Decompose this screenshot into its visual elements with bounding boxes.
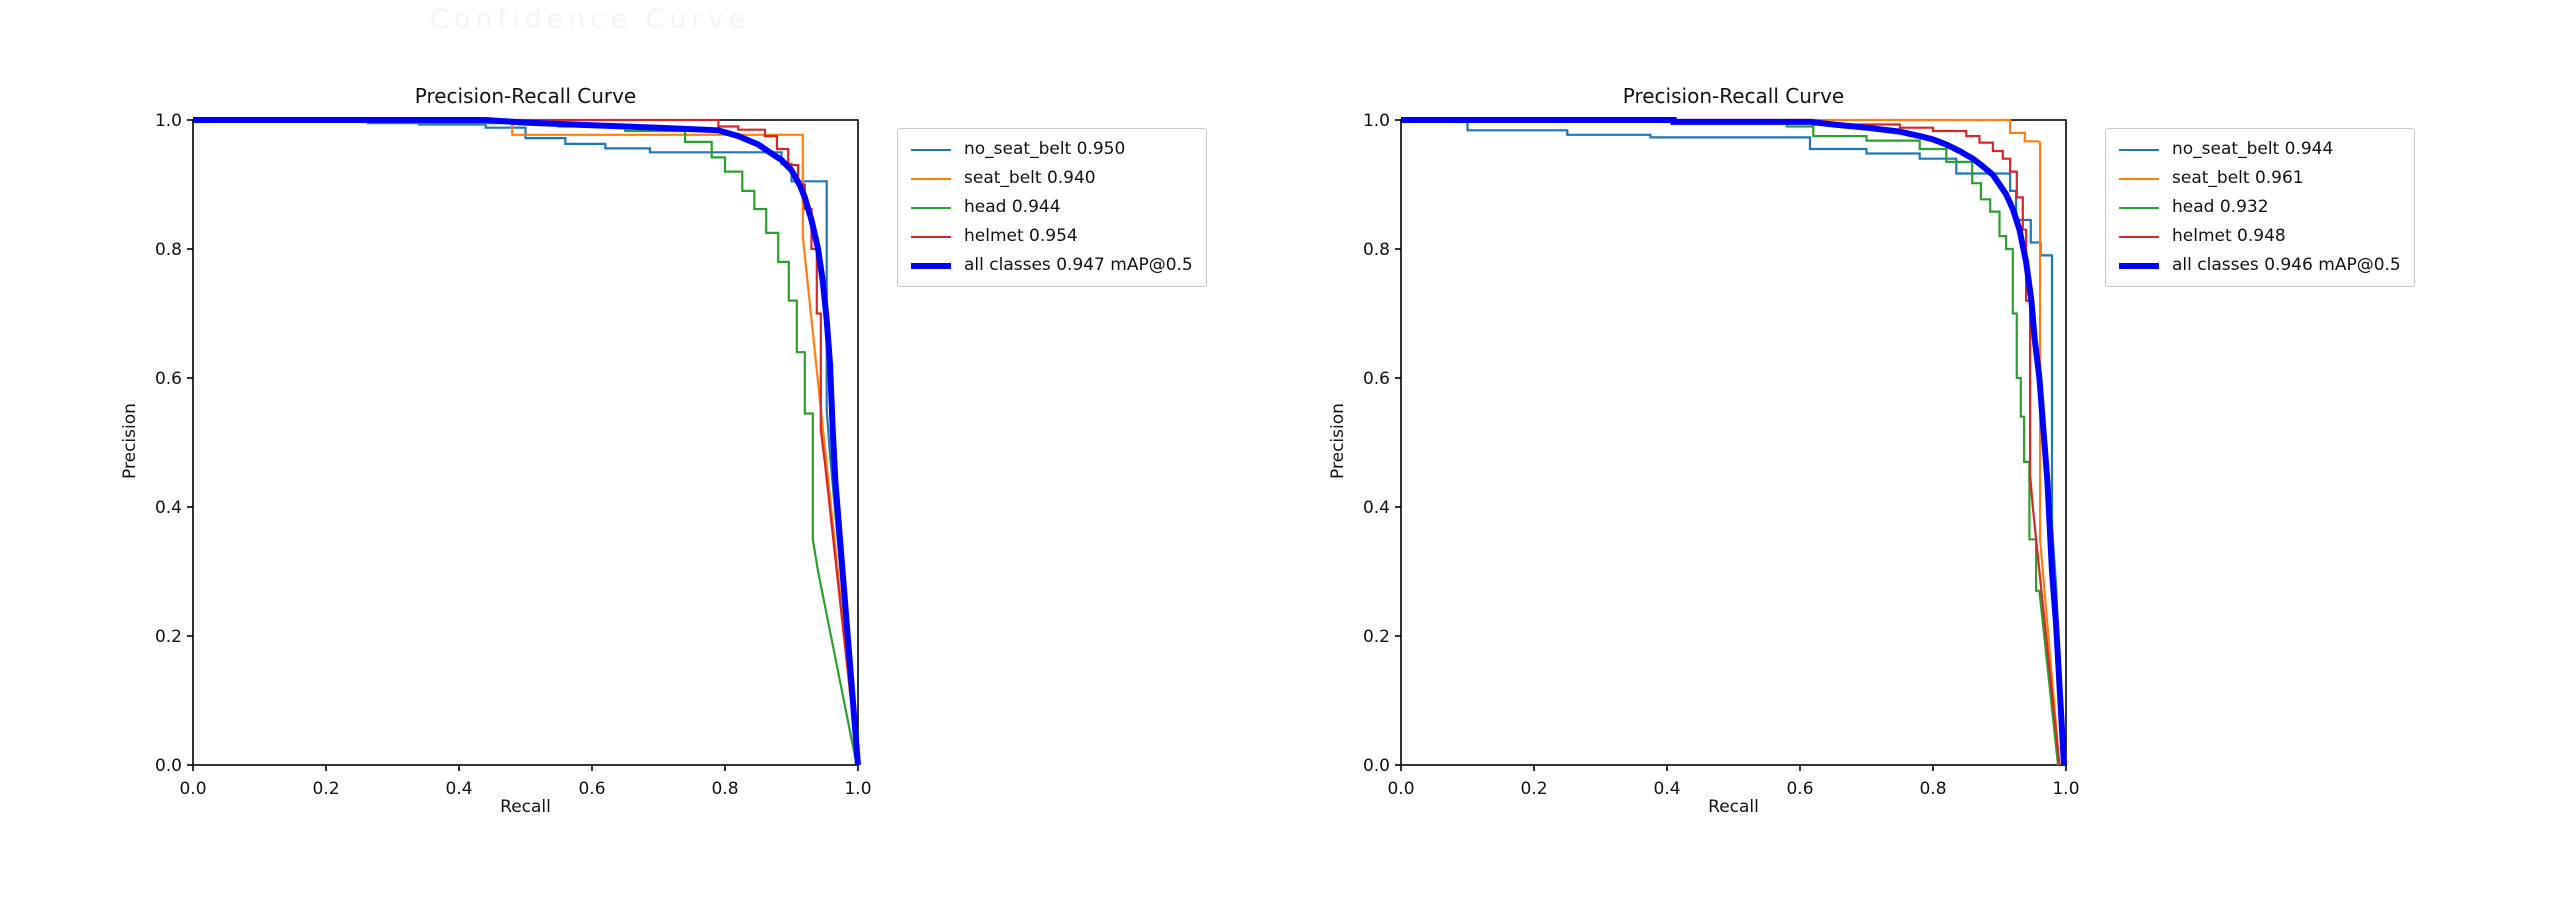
x-tick-label: 0.6 <box>1786 779 1813 799</box>
x-tick-label: 0.8 <box>1919 779 1946 799</box>
legend-line-sample <box>911 206 951 209</box>
legend: no_seat_belt 0.944 seat_belt 0.961 head 0.… <box>2105 128 2415 287</box>
legend: no_seat_belt 0.950 seat_belt 0.940 head 0.… <box>897 128 1207 287</box>
legend-label: head 0.932 <box>2172 197 2269 217</box>
legend-item: all classes 0.947 mAP@0.5 <box>911 255 1193 276</box>
legend-label: head 0.944 <box>964 197 1061 217</box>
legend-label: all classes 0.947 mAP@0.5 <box>964 255 1193 275</box>
x-tick-label: 1.0 <box>844 779 871 799</box>
x-axis-label: Recall <box>1708 797 1759 817</box>
y-tick-label: 0.0 <box>1363 756 1390 776</box>
x-tick-label: 0.6 <box>578 779 605 799</box>
legend-label: no_seat_belt 0.950 <box>964 139 1126 159</box>
legend-item: helmet 0.948 <box>2119 226 2401 247</box>
legend-item: all classes 0.946 mAP@0.5 <box>2119 255 2401 276</box>
legend-line-sample <box>911 148 951 151</box>
x-tick-label: 0.4 <box>445 779 472 799</box>
series-line-no_seat_belt <box>1401 118 2066 766</box>
legend-label: no_seat_belt 0.944 <box>2172 139 2334 159</box>
chart-title: Precision-Recall Curve <box>1622 84 1845 108</box>
chart-title: Precision-Recall Curve <box>414 84 637 108</box>
x-tick-label: 0.0 <box>1387 779 1414 799</box>
series-line-seat_belt <box>193 118 860 766</box>
series-line-all <box>1401 117 2067 766</box>
legend-line-sample <box>2119 177 2159 180</box>
y-tick-label: 1.0 <box>155 111 182 131</box>
ghost-cropped-heading: Confidence Curve <box>430 4 751 35</box>
legend-line-sample <box>2119 148 2159 151</box>
legend-label: all classes 0.946 mAP@0.5 <box>2172 255 2401 275</box>
y-tick-label: 0.6 <box>155 369 182 389</box>
legend-label: helmet 0.948 <box>2172 226 2286 246</box>
series-line-head <box>193 118 858 766</box>
legend-item: head 0.932 <box>2119 197 2401 218</box>
y-tick-label: 0.4 <box>155 498 182 518</box>
legend-label: helmet 0.954 <box>964 226 1078 246</box>
x-tick-label: 1.0 <box>2052 779 2079 799</box>
legend-item: seat_belt 0.961 <box>2119 168 2401 189</box>
legend-label: seat_belt 0.961 <box>2172 168 2304 188</box>
x-tick-label: 0.0 <box>179 779 206 799</box>
legend-line-sample <box>911 235 951 238</box>
y-tick-label: 0.6 <box>1363 369 1390 389</box>
plot-area-svg: 0.0 0.2 0.4 0.6 0.8 1.0 0.0 0.2 0.4 0.6 0.8 1.0 <box>155 111 872 799</box>
legend-line-sample <box>2119 262 2159 269</box>
legend-item: seat_belt 0.940 <box>911 168 1193 189</box>
y-tick-label: 0.2 <box>155 627 182 647</box>
y-tick-label: 0.2 <box>1363 627 1390 647</box>
series-line-all <box>193 117 861 766</box>
x-tick-label: 0.4 <box>1653 779 1680 799</box>
legend-line-sample <box>2119 235 2159 238</box>
x-axis-label: Recall <box>500 797 551 817</box>
plot-border <box>1400 119 2067 766</box>
legend-item: head 0.944 <box>911 197 1193 218</box>
series-line-helmet <box>193 118 860 766</box>
y-axis-label: Precision <box>120 403 140 479</box>
legend-item: helmet 0.954 <box>911 226 1193 247</box>
y-tick-label: 0.0 <box>155 756 182 776</box>
pr-curve-figure-left: 0.0 0.2 0.4 0.6 0.8 1.0 0.0 0.2 0.4 0.6 0.8 1.0 Pre… <box>120 84 1207 817</box>
x-tick-label: 0.8 <box>711 779 738 799</box>
y-tick-label: 0.4 <box>1363 498 1390 518</box>
plot-area-svg: 0.0 0.2 0.4 0.6 0.8 1.0 0.0 0.2 0.4 0.6 0.8 1.0 <box>1363 111 2080 799</box>
y-tick-label: 0.8 <box>155 240 182 260</box>
series-line-no_seat_belt <box>193 118 860 766</box>
y-axis-label: Precision <box>1328 403 1348 479</box>
x-tick-label: 0.2 <box>1520 779 1547 799</box>
series-line-head <box>1401 118 2060 766</box>
legend-line-sample <box>2119 206 2159 209</box>
y-tick-label: 1.0 <box>1363 111 1390 131</box>
y-tick-label: 0.8 <box>1363 240 1390 260</box>
legend-item: no_seat_belt 0.944 <box>2119 139 2401 160</box>
legend-item: no_seat_belt 0.950 <box>911 139 1193 160</box>
x-tick-label: 0.2 <box>312 779 339 799</box>
legend-line-sample <box>911 177 951 180</box>
legend-label: seat_belt 0.940 <box>964 168 1096 188</box>
series-line-seat_belt <box>1401 118 2061 766</box>
pr-curve-figure-right: 0.0 0.2 0.4 0.6 0.8 1.0 0.0 0.2 0.4 0.6 0.8 1.0 Pre… <box>1208 0 2508 915</box>
series-line-helmet <box>1401 118 2061 766</box>
plot-border <box>192 119 859 766</box>
legend-line-sample <box>911 262 951 269</box>
